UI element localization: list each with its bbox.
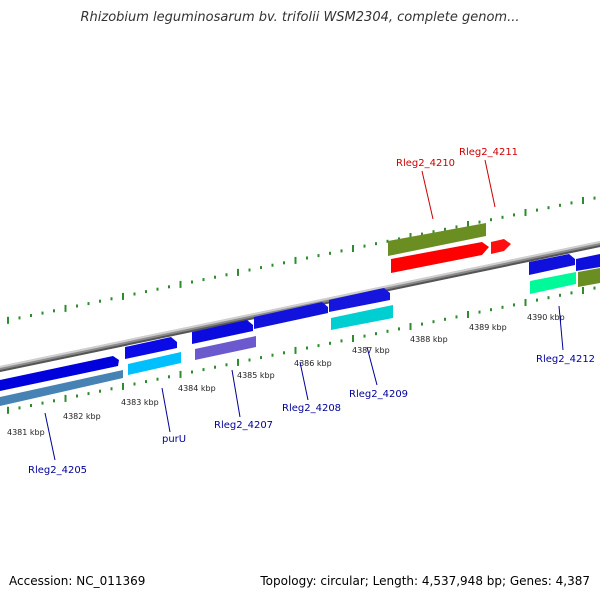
gene-arrow-purU-b[interactable]: [128, 352, 181, 375]
gene-arrow-rleg2-4210-b[interactable]: [391, 242, 489, 273]
kbp-label: 4386 kbp: [294, 359, 332, 368]
kbp-label: 4381 kbp: [7, 428, 45, 437]
topology-summary: Topology: circular; Length: 4,537,948 bp…: [260, 574, 590, 588]
gene-label-rleg2-4209[interactable]: Rleg2_4209: [349, 389, 408, 400]
kbp-label: 4387 kbp: [352, 346, 390, 355]
gene-label-rleg2-4205[interactable]: Rleg2_4205: [28, 465, 87, 476]
gene-arrow-rleg2-4209-b[interactable]: [331, 305, 393, 330]
kbp-label: 4390 kbp: [527, 313, 565, 322]
gene-labels: Rleg2_4205 purU Rleg2_4207 Rleg2_4208 Rl…: [28, 147, 595, 476]
lower-tick-row: [7, 286, 596, 414]
gene-arrow-purU[interactable]: [125, 337, 177, 359]
gene-arrow-rleg2-4207[interactable]: [192, 320, 253, 344]
gene-arrow-rleg2-4208[interactable]: [254, 302, 328, 329]
kbp-label: 4382 kbp: [63, 412, 101, 421]
gene-label-purU[interactable]: purU: [162, 434, 186, 445]
upper-tick-row: [7, 196, 596, 324]
gene-arrow-rleg2-4210[interactable]: [388, 223, 486, 256]
gene-arrow-rleg2-4205-b[interactable]: [0, 370, 123, 406]
forward-genes: [0, 223, 600, 406]
kbp-label: 4385 kbp: [237, 371, 275, 380]
gene-arrow-next[interactable]: [576, 254, 600, 271]
gene-arrow-rleg2-4207-b[interactable]: [195, 336, 256, 360]
gene-arrow-rleg2-4211[interactable]: [491, 239, 511, 254]
gene-label-rleg2-4211[interactable]: Rleg2_4211: [459, 147, 518, 158]
gene-label-rleg2-4210[interactable]: Rleg2_4210: [396, 158, 455, 169]
gene-arrow-rleg2-4205[interactable]: [0, 356, 119, 391]
kbp-label: 4389 kbp: [469, 323, 507, 332]
kbp-label: 4383 kbp: [121, 398, 159, 407]
accession-text: Accession: NC_011369: [9, 574, 146, 588]
gene-arrow-rleg2-4209[interactable]: [329, 288, 390, 312]
gene-label-rleg2-4212[interactable]: Rleg2_4212: [536, 354, 595, 365]
map-title: Rhizobium leguminosarum bv. trifolii WSM…: [80, 10, 520, 25]
kbp-labels: 4381 kbp 4382 kbp 4383 kbp 4384 kbp 4385…: [7, 313, 565, 437]
genome-backbone: [0, 241, 600, 372]
gene-arrow-next-b[interactable]: [578, 268, 600, 287]
gene-label-rleg2-4208[interactable]: Rleg2_4208: [282, 403, 341, 414]
gene-arrow-rleg2-4212-b[interactable]: [530, 272, 576, 294]
kbp-label: 4388 kbp: [410, 335, 448, 344]
label-leaders: [44, 159, 564, 461]
gene-arrow-rleg2-4212[interactable]: [529, 254, 575, 275]
kbp-label: 4384 kbp: [178, 384, 216, 393]
gene-label-rleg2-4207[interactable]: Rleg2_4207: [214, 420, 273, 431]
